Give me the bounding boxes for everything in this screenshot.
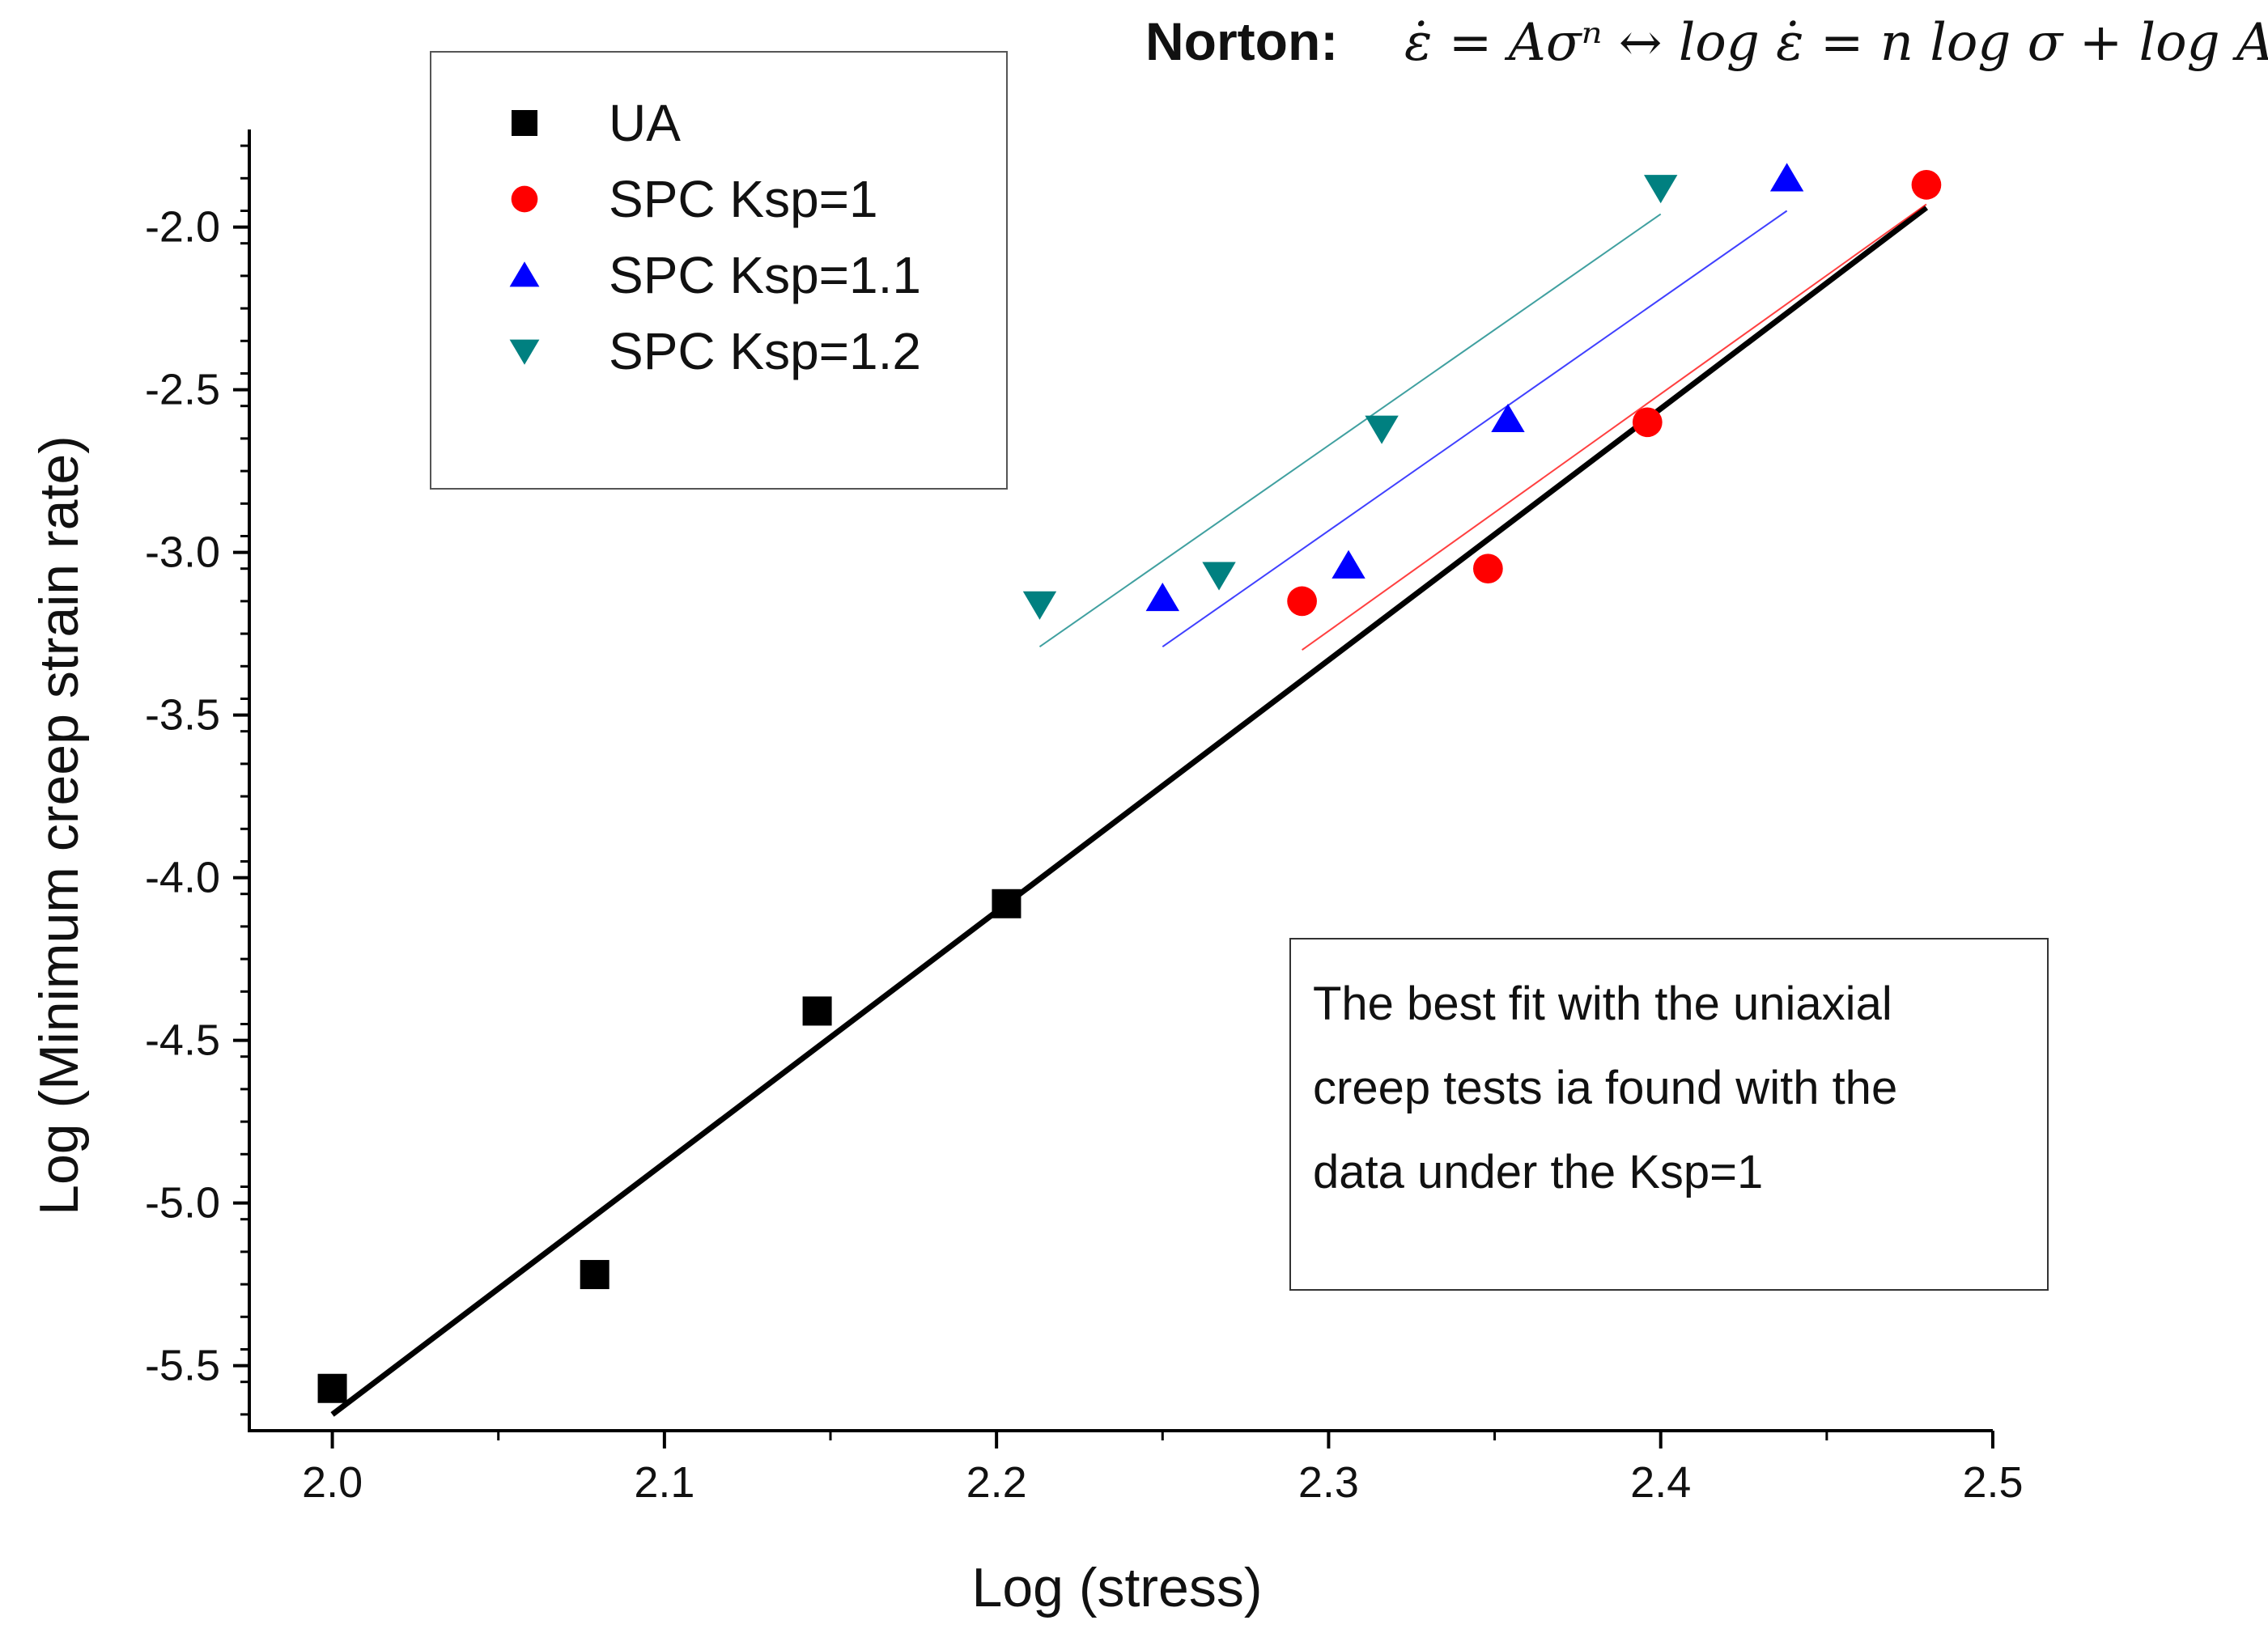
data-markers	[317, 163, 1942, 1403]
x-axis-title: Log (stress)	[972, 1557, 1263, 1618]
marker-spc-ksp-1	[1287, 586, 1317, 617]
equation-label: Norton:	[1145, 11, 1338, 71]
marker-ua	[802, 996, 832, 1026]
x-tick-label: 2.0	[302, 1458, 363, 1507]
marker-spc-ksp-1	[1632, 407, 1663, 438]
fit-line-ua	[330, 205, 1929, 1417]
legend-marker-ua	[512, 110, 537, 136]
legend-marker-spc-ksp-1	[511, 185, 538, 213]
marker-ua	[580, 1260, 609, 1290]
marker-spc-ksp-1-2	[1644, 175, 1678, 204]
axis-ticks	[233, 144, 1994, 1448]
legend: UA SPC Ksp=1 SPC Ksp=1.1 SPC Ksp=1.2	[430, 51, 1008, 490]
legend-marker-spc-ksp-1-2	[509, 339, 540, 365]
marker-spc-ksp-1-1	[1145, 582, 1179, 612]
marker-spc-ksp-1-1	[1331, 549, 1365, 579]
legend-label-spc-ksp-1: SPC Ksp=1	[609, 170, 878, 228]
marker-ua	[992, 889, 1021, 918]
equation-formula: ε̇ = Aσⁿ ↔ log ε̇ = n log σ + log A	[1404, 13, 2268, 73]
fit-line-spc-ksp-1-2	[1038, 213, 1662, 648]
marker-spc-ksp-1-2	[1365, 415, 1399, 444]
marker-ua	[317, 1373, 347, 1403]
marker-spc-ksp-1-2	[1202, 562, 1236, 591]
legend-items: UA SPC Ksp=1 SPC Ksp=1.1 SPC Ksp=1.2	[509, 94, 921, 380]
equation-header: Norton: ε̇ = Aσⁿ ↔ log ε̇ = n log σ + lo…	[1145, 11, 2268, 73]
x-tick-label: 2.1	[634, 1458, 694, 1507]
marker-spc-ksp-1-2	[1022, 591, 1057, 620]
annotation-box	[1289, 938, 2049, 1291]
plot-axes	[248, 129, 1993, 1432]
y-tick-label: -2.5	[145, 366, 220, 414]
y-tick-label: -4.0	[145, 854, 220, 902]
axis-tick-labels: 2.0 2.1 2.2 2.3 2.4 2.5 -2.0 -2.5 -3.0 -3.5 -4.0 -4…	[145, 203, 2024, 1507]
fit-line-spc-ksp-1-1	[1162, 210, 1788, 647]
x-tick-label: 2.4	[1630, 1458, 1691, 1507]
marker-spc-ksp-1-1	[1491, 403, 1525, 432]
x-tick-label: 2.2	[966, 1458, 1027, 1507]
fit-line-spc-ksp-1	[1302, 203, 1927, 651]
y-tick-label: -2.0	[145, 203, 220, 252]
annotation-line-1: The best fit with the uniaxial	[1313, 978, 1892, 1030]
y-tick-label: -5.5	[145, 1342, 220, 1390]
x-tick-label: 2.3	[1298, 1458, 1359, 1507]
annotation-line-3: data under the Ksp=1	[1313, 1146, 1763, 1198]
marker-spc-ksp-1	[1473, 554, 1503, 584]
legend-label-spc-ksp-1-2: SPC Ksp=1.2	[609, 322, 921, 380]
y-axis-title: Log (Minimum creep strain rate)	[28, 435, 90, 1215]
legend-marker-spc-ksp-1-1	[509, 261, 540, 287]
marker-spc-ksp-1	[1911, 169, 1942, 200]
x-tick-label: 2.5	[1962, 1458, 2023, 1507]
legend-label-ua: UA	[609, 94, 681, 152]
legend-label-spc-ksp-1-1: SPC Ksp=1.1	[609, 246, 921, 304]
y-tick-label: -3.0	[145, 528, 220, 577]
marker-spc-ksp-1-1	[1769, 163, 1804, 192]
fit-lines	[330, 203, 1929, 1417]
y-tick-label: -3.5	[145, 691, 220, 740]
annotation: The best fit with the uniaxial creep tes…	[1289, 938, 2049, 1291]
y-tick-label: -5.0	[145, 1179, 220, 1228]
y-tick-label: -4.5	[145, 1016, 220, 1065]
annotation-line-2: creep tests ia found with the	[1313, 1062, 1897, 1114]
